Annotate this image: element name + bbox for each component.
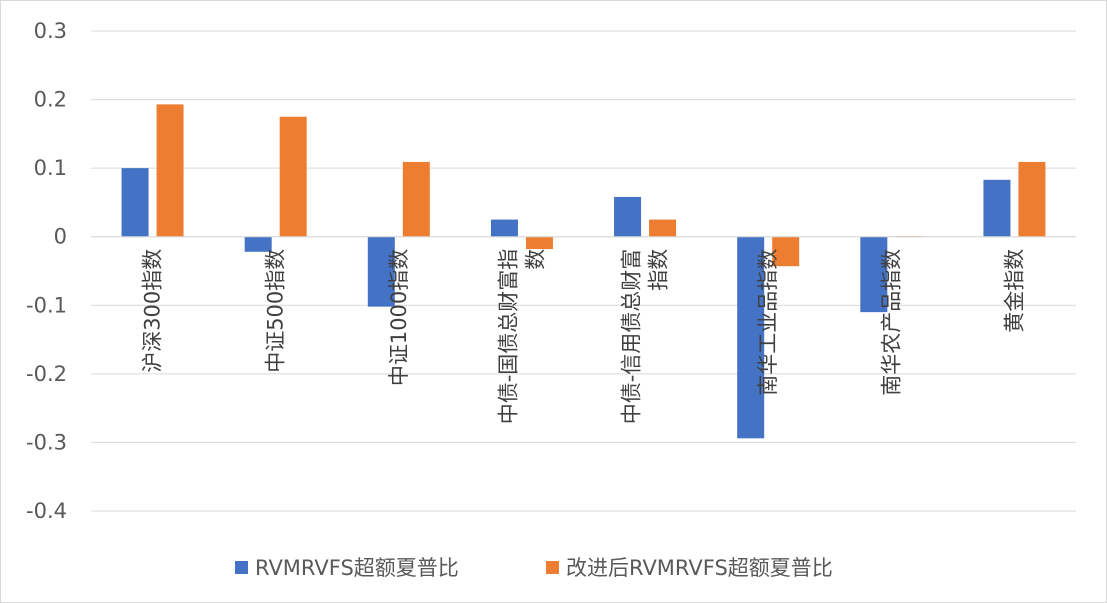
legend: RVMRVFS超额夏普比 改进后RVMRVFS超额夏普比 [235, 556, 833, 580]
category-label: 沪深300指数 [141, 249, 165, 373]
bar-series1 [614, 196, 642, 237]
bar-series1 [860, 236, 888, 313]
legend-label: RVMRVFS超额夏普比 [255, 556, 459, 580]
bar-series2 [156, 104, 184, 237]
category-label: 中债-信用债总财富 指数 [620, 249, 671, 425]
bar-series1 [244, 236, 272, 252]
y-tick-label: -0.4 [26, 499, 67, 523]
y-tick-label: 0.1 [34, 156, 67, 180]
bar-series1 [367, 236, 395, 307]
category-label-line: 中债-信用债总财富 [620, 249, 644, 425]
legend-swatch [235, 561, 248, 574]
category-label-line: 中证1000指数 [387, 249, 411, 386]
bar-series1 [490, 219, 518, 237]
category-label-line: 沪深300指数 [141, 249, 165, 373]
bars [121, 104, 1046, 439]
y-tick-label: 0.2 [34, 88, 67, 112]
bar-series2 [279, 116, 307, 237]
category-label-line: 中债-国债总财富指 [496, 249, 520, 425]
category-label-line: 南华农产品指数 [879, 249, 903, 396]
category-labels: 沪深300指数 中证500指数 中证1000指数 中债-国债总财富指数 中债-信用债总财… [141, 249, 1027, 425]
legend-swatch [546, 561, 559, 574]
y-tick-label: -0.2 [26, 362, 67, 386]
y-tick-label: 0.3 [34, 19, 67, 43]
category-label: 中证1000指数 [387, 249, 411, 386]
bar-series2 [402, 161, 430, 237]
bar-series1 [983, 179, 1011, 237]
category-label: 中债-国债总财富指数 [496, 249, 547, 425]
category-label-line: 数 [523, 249, 547, 270]
y-tick-label: 0 [54, 225, 67, 249]
category-label-line: 南华工业品指数 [756, 249, 780, 396]
category-label: 中证500指数 [264, 249, 288, 373]
category-label-line: 中证500指数 [264, 249, 288, 373]
y-axis-ticks: 0.3 0.2 0.1 0 -0.1 -0.2 -0.3 -0.4 [26, 19, 67, 523]
category-label: 黄金指数 [1002, 249, 1026, 333]
y-tick-label: -0.3 [26, 430, 67, 454]
gridlines [91, 30, 1076, 512]
legend-label: 改进后RVMRVFS超额夏普比 [566, 556, 833, 580]
bar-series2 [1018, 161, 1046, 237]
bar-series1 [121, 168, 149, 237]
category-label-line: 指数 [647, 249, 671, 291]
bar-series2 [525, 236, 553, 250]
bar-series2 [649, 219, 677, 237]
category-label-line: 黄金指数 [1002, 249, 1026, 333]
y-tick-label: -0.1 [26, 293, 67, 317]
bar-series2 [772, 236, 800, 267]
category-label: 南华工业品指数 [756, 249, 780, 396]
bar-series1 [737, 236, 765, 439]
category-label: 南华农产品指数 [879, 249, 903, 396]
